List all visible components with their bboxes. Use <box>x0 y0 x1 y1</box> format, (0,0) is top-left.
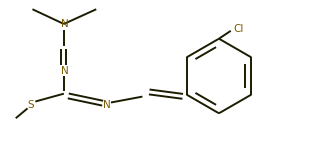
Text: N: N <box>61 19 69 29</box>
Text: N: N <box>61 66 69 76</box>
Text: N: N <box>103 100 111 110</box>
Text: S: S <box>27 100 34 110</box>
Text: Cl: Cl <box>234 24 244 34</box>
